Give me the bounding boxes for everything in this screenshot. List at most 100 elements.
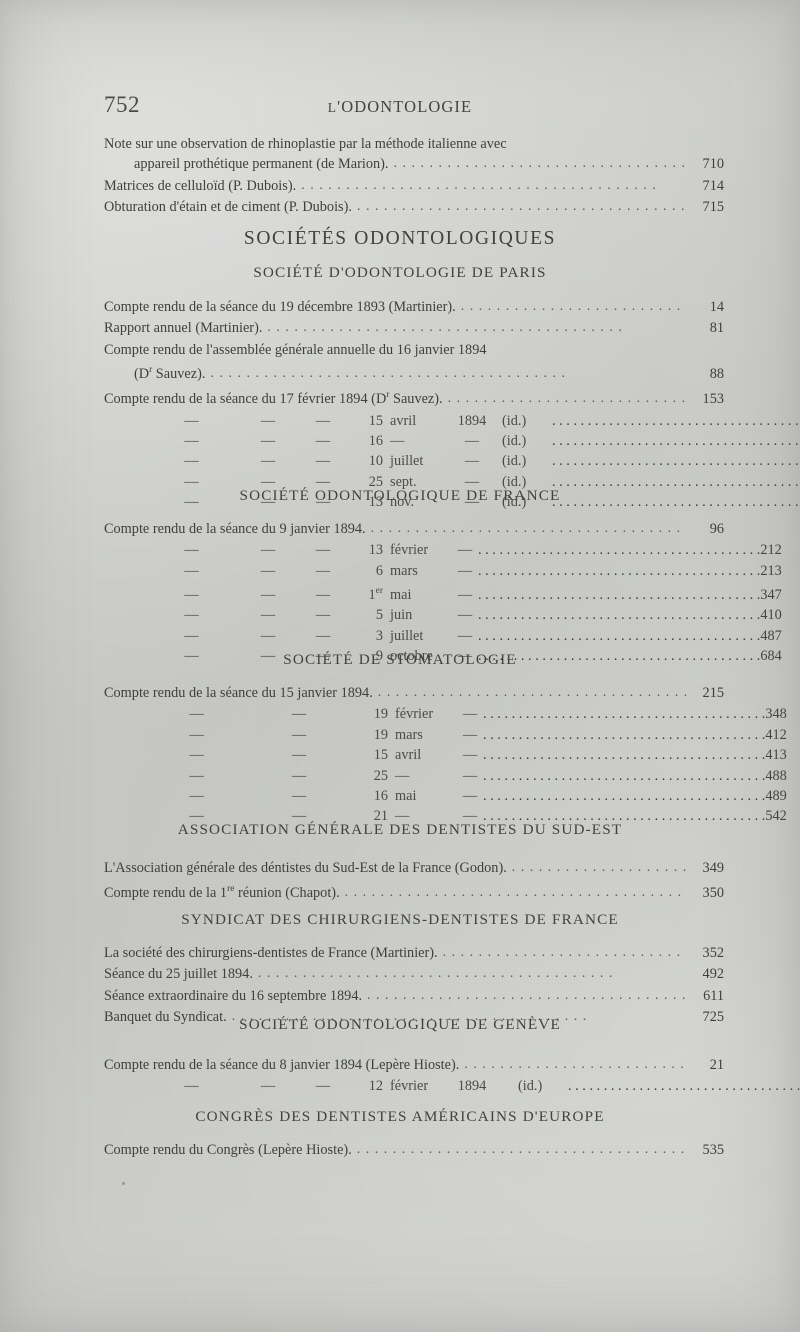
ditto-dash: —	[315, 1078, 331, 1095]
toc-entry-page: 412	[765, 726, 787, 743]
repeat-row-month: mars	[390, 562, 418, 579]
leader-dots: . . . . . . . . . . . . . . . . . . . . …	[210, 365, 566, 381]
section-heading: SOCIÉTÉ ODONTOLOGIQUE DE GENÈVE	[239, 1016, 561, 1033]
section-heading: ASSOCIATION GÉNÉRALE DES DENTISTES DU SU…	[177, 821, 623, 838]
ditto-dash: —	[260, 586, 276, 603]
repeat-row-year: 1894	[457, 412, 487, 429]
leader-dots: . . . . . . . . . . . . . . . . . . . . …	[356, 199, 686, 215]
toc-entry-title: Compte rendu du Congrès (Lepère Hioste).	[104, 1142, 352, 1158]
toc-repeat-row: — — 19 mars — . . . . . . . . . . . . . . . .…	[104, 725, 786, 745]
repeat-row-day: 13	[368, 494, 383, 511]
ditto-dash: —	[260, 648, 276, 665]
toc-entry-title: L'Association générale des déntistes du …	[104, 860, 507, 876]
repeat-row-year: 1894	[457, 1078, 487, 1095]
leader-dots: . . . . . . . . . . . . . . . . . . . . …	[483, 767, 766, 784]
repeat-row-ditto-id: (id.)	[502, 473, 527, 490]
toc-entry-line: La société des chirurgiens-dentistes de …	[104, 943, 724, 964]
ditto-dash: —	[291, 767, 307, 784]
toc-entry-page: 410	[760, 607, 782, 624]
main-section-title: SOCIÉTÉS ODONTOLOGIQUES	[243, 228, 557, 249]
leader-dots: . . . . . . . . . . . . . . . . . . . . …	[344, 885, 686, 901]
toc-entry-page: 88	[709, 365, 724, 382]
running-title-text: 'ODONTOLOGIE	[337, 97, 473, 116]
ditto-dash: —	[291, 808, 307, 825]
repeat-row-tail-dash: —	[457, 627, 473, 644]
toc-entry-page: 348	[765, 706, 787, 723]
ditto-dash: —	[260, 453, 276, 470]
toc-entry-title: Obturation d'étain et de ciment (P. Dubo…	[104, 199, 352, 216]
toc-entry-page: 684	[760, 648, 782, 665]
leader-dots: . . . . . . . . . . . . . . . . . . . . …	[267, 320, 623, 336]
repeat-row-day: 9	[375, 648, 383, 665]
repeat-row-month: mars	[395, 726, 423, 743]
leader-dots: . . . . . . . . . . . . . . . . . . . . …	[483, 788, 766, 805]
toc-entry-title-cont: (Dr Sauvez).	[134, 365, 206, 382]
toc-entry-page: 715	[702, 199, 724, 216]
toc-entry-page: 611	[703, 987, 724, 1004]
toc-repeat-row: — — — 1er mai — . . . . . . . . . . . . . . . …	[104, 581, 781, 605]
section-entries: L'Association générale des déntistes du …	[104, 858, 724, 905]
ditto-dash: —	[291, 788, 307, 805]
repeat-row-month: mai	[390, 586, 412, 603]
toc-entry-page: 488	[765, 767, 787, 784]
repeat-row-year: —	[464, 494, 480, 511]
leader-dots: . . . . . . . . . . . . . . . . . . . . …	[478, 627, 761, 644]
leader-dots: . . . . . . . . . . . . . . . . . . . . …	[377, 685, 686, 700]
ditto-dash: —	[184, 627, 199, 644]
toc-entry-title: Rapport annuel (Martinier).	[104, 320, 263, 337]
leader-dots: . . . . . . . . . . . . . . . . . . . . …	[447, 391, 686, 407]
toc-entry-line: Compte rendu de l'assemblée générale ann…	[104, 340, 724, 360]
section-entries: Compte rendu de la séance du 9 janvier 1…	[104, 519, 782, 667]
ditto-dash: —	[189, 747, 204, 764]
repeat-row-month: avril	[390, 412, 417, 429]
running-title-lead: L	[327, 100, 338, 115]
section-entries: Compte rendu de la séance du 15 janvier …	[104, 683, 787, 827]
repeat-row-tail-dash: —	[457, 607, 473, 624]
repeat-row-tail-dash: —	[462, 726, 478, 743]
toc-entry-line: Compte rendu de la séance du 19 décembre…	[104, 297, 724, 318]
toc-entry-line: Compte rendu de la séance du 15 janvier …	[104, 683, 724, 704]
ditto-dash: —	[260, 412, 276, 429]
leader-dots: . . . . . . . . . . . . . . . . . . . . …	[483, 726, 766, 743]
toc-entry-title-cont: appareil prothétique permanent (de Mario…	[134, 156, 389, 173]
repeat-row-tail-dash: —	[462, 767, 478, 784]
leader-dots: . . . . . . . . . . . . . . . . . . . . …	[478, 562, 761, 579]
repeat-row-month: juillet	[390, 453, 424, 470]
toc-repeat-row: — — — 13 février — . . . . . . . . . . . . . .…	[104, 540, 781, 560]
repeat-row-year: —	[464, 453, 480, 470]
ditto-dash: —	[315, 627, 331, 644]
ditto-dash: —	[184, 648, 199, 665]
toc-entry-title: Compte rendu de la 1re réunion (Chapot).	[104, 884, 340, 902]
ink-speck	[122, 1182, 125, 1185]
repeat-row-month: juin	[390, 607, 413, 624]
ditto-dash: —	[260, 473, 276, 490]
ditto-dash: —	[260, 542, 276, 559]
toc-entry-title: Matrices de celluloïd (P. Dubois).	[104, 177, 297, 194]
leader-dots: . . . . . . . . . . . . . . . . . . . . …	[442, 945, 686, 960]
repeat-row-ditto-id: (id.)	[502, 432, 527, 449]
repeat-row-month: mai	[395, 788, 417, 805]
ditto-dash: —	[184, 473, 199, 490]
ditto-dash: —	[315, 562, 331, 579]
toc-repeat-row: — — — 25 sept. — (id.) . . . . . . . . . . . . …	[104, 472, 800, 492]
repeat-row-tail-dash: —	[457, 648, 473, 665]
toc-entry-title: Banquet du Syndicat.	[104, 1009, 227, 1026]
toc-repeat-row: — — — 16 — — (id.) . . . . . . . . . . . . . . …	[104, 431, 800, 451]
toc-entry-title: Compte rendu de la séance du 8 janvier 1…	[104, 1057, 460, 1073]
toc-entry-page: 215	[702, 685, 724, 701]
repeat-row-tail-dash: —	[457, 586, 473, 603]
leader-dots: . . . . . . . . . . . . . . . . . . . . …	[511, 860, 686, 875]
repeat-row-month: juillet	[390, 627, 424, 644]
ditto-dash: —	[189, 726, 204, 743]
repeat-row-month: —	[390, 432, 405, 449]
leader-dots: . . . . . . . . . . . . . . . . . . . . …	[568, 1078, 800, 1095]
leader-dots: . . . . . . . . . . . . . . . . . . . . …	[483, 706, 766, 723]
repeat-row-day: 25	[373, 767, 388, 784]
toc-entry-page: 352	[702, 945, 724, 961]
toc-entry-page: 413	[765, 747, 787, 764]
repeat-row-month: février	[395, 706, 434, 723]
repeat-row-tail-dash: —	[457, 542, 473, 559]
repeat-row-day: 13	[368, 542, 383, 559]
leader-dots: . . . . . . . . . . . . . . . . . . . . …	[478, 607, 761, 624]
